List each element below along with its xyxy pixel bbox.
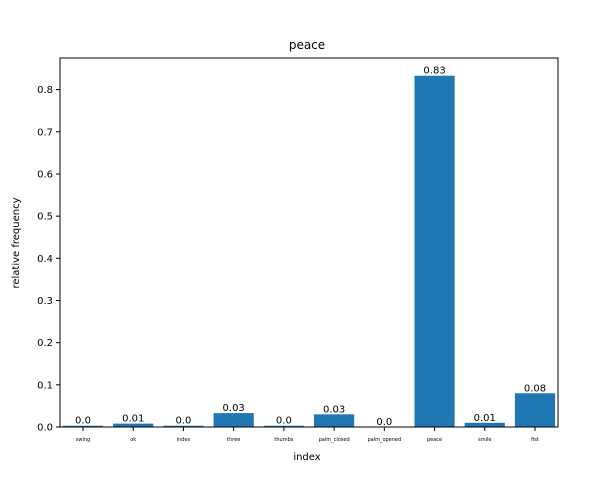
- data-label: 0.0: [175, 416, 191, 427]
- y-tick-label: 0.2: [37, 338, 53, 349]
- data-label: 0.83: [423, 66, 445, 77]
- x-tick-label: three: [227, 437, 240, 443]
- x-axis-title: index: [293, 452, 320, 463]
- data-label: 0.01: [122, 414, 144, 425]
- y-tick-label: 0.6: [37, 169, 53, 180]
- x-tick-label: thumbs: [274, 437, 293, 443]
- data-label: 0.0: [276, 416, 292, 427]
- bars: [62, 75, 556, 427]
- bar-smile: [464, 422, 505, 427]
- bar-index: [163, 425, 204, 427]
- x-tick-label: peace: [427, 437, 442, 443]
- y-tick-label: 0.8: [37, 85, 53, 96]
- data-label: 0.08: [524, 383, 546, 394]
- data-label: 0.03: [323, 404, 345, 415]
- x-tick-label: index: [177, 437, 191, 443]
- y-tick-label: 0.3: [37, 296, 53, 307]
- bar-thumbs: [263, 425, 304, 427]
- x-tick-label: ok: [130, 437, 136, 443]
- bar-swing: [62, 425, 104, 427]
- y-tick-label: 0.4: [37, 254, 53, 265]
- data-label: 0.03: [223, 403, 245, 414]
- y-tick-label: 0.5: [37, 212, 53, 223]
- data-label: 0.0: [75, 416, 91, 427]
- y-tick-label: 0.0: [37, 423, 53, 434]
- x-tick-label: palm_opened: [367, 437, 401, 443]
- data-label: 0.0: [376, 417, 392, 428]
- y-axis: 0.0 0.1 0.2 0.3 0.4 0.5 0.6 0.7 0.8: [37, 85, 60, 434]
- data-label: 0.01: [474, 413, 496, 424]
- x-tick-label: palm_closed: [319, 437, 350, 443]
- chart-title: peace: [289, 38, 325, 52]
- bar-three: [213, 413, 254, 427]
- x-axis: swing ok index three thumbs palm_closed palm_o…: [76, 427, 539, 443]
- data-labels: 0.0 0.01 0.0 0.03 0.0 0.03 0.0 0.83 0.01 0.08: [75, 66, 546, 428]
- x-tick-label: smile: [478, 437, 491, 443]
- bar-peace: [414, 75, 455, 427]
- x-tick-label: fist: [531, 437, 539, 443]
- bar-fist: [514, 393, 556, 427]
- y-tick-label: 0.1: [37, 380, 53, 391]
- y-axis-title: relative frequency: [11, 197, 22, 288]
- bar-ok: [113, 423, 154, 427]
- plot-frame: [59, 57, 559, 428]
- bar-palm-closed: [314, 414, 355, 427]
- y-tick-label: 0.7: [37, 127, 53, 138]
- x-tick-label: swing: [76, 437, 90, 443]
